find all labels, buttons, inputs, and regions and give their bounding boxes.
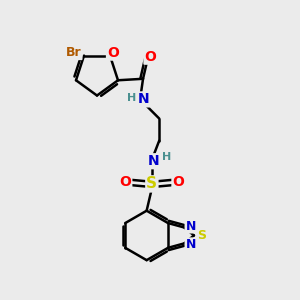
Text: O: O [145, 50, 156, 64]
Text: Br: Br [66, 46, 82, 59]
Text: S: S [197, 229, 206, 242]
Text: N: N [138, 92, 149, 106]
Text: H: H [127, 93, 136, 103]
Text: O: O [172, 176, 184, 189]
Text: H: H [162, 152, 171, 162]
Text: S: S [146, 176, 158, 191]
Text: O: O [107, 46, 119, 60]
Text: N: N [148, 154, 159, 168]
Text: N: N [185, 220, 196, 232]
Text: O: O [119, 176, 131, 189]
Text: N: N [185, 238, 196, 251]
